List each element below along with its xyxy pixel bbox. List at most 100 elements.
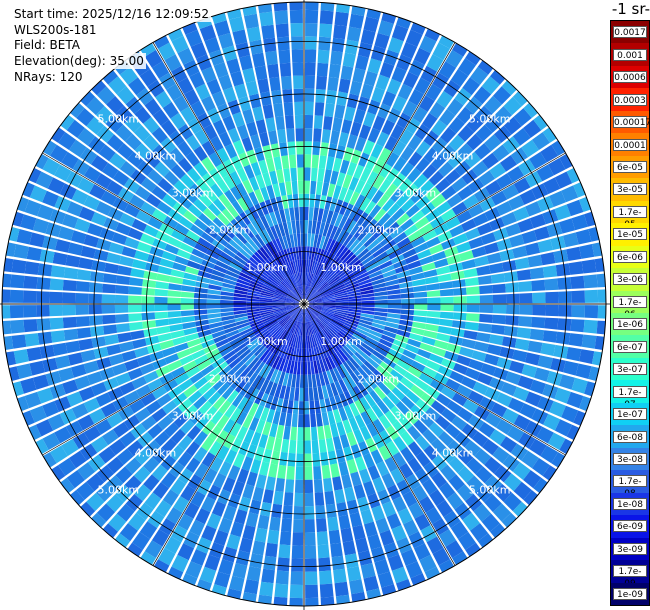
- ray-segment: [155, 90, 172, 108]
- ray-segment: [508, 397, 525, 413]
- ray-segment: [91, 382, 107, 397]
- ray-segment: [339, 231, 350, 245]
- range-ring-label: 5.00km: [469, 112, 511, 125]
- ray-segment: [312, 320, 320, 332]
- ray-segment: [176, 249, 191, 260]
- ray-segment: [267, 529, 280, 545]
- ray-segment: [54, 164, 72, 182]
- ray-segment: [224, 404, 237, 419]
- ray-segment: [542, 265, 558, 278]
- ray-segment: [335, 144, 346, 160]
- ray-segment: [58, 458, 76, 476]
- ray-segment: [344, 486, 356, 502]
- ray-segment: [47, 177, 65, 195]
- ray-segment: [270, 197, 279, 212]
- ray-segment: [93, 346, 109, 359]
- ray-segment: [75, 316, 90, 327]
- ray-segment: [324, 196, 333, 210]
- colorbar-tick-label: 1.7e-08: [613, 475, 647, 499]
- ray-segment: [37, 204, 54, 221]
- ray-segment: [493, 227, 509, 241]
- ray-segment: [10, 319, 25, 334]
- ray-segment: [250, 459, 262, 474]
- ray-segment: [304, 453, 312, 467]
- ray-segment: [129, 277, 144, 287]
- ray-segment: [350, 471, 362, 487]
- ray-segment: [391, 566, 409, 584]
- ray-segment: [264, 281, 277, 290]
- ray-segment: [151, 127, 168, 144]
- ray-segment: [405, 29, 423, 47]
- ray-segment: [571, 214, 588, 231]
- ray-segment: [291, 289, 301, 301]
- ray-segment: [313, 261, 320, 275]
- ray-segment: [355, 537, 369, 553]
- ray-segment: [276, 268, 286, 280]
- ray-segment: [35, 438, 49, 454]
- ray-segment: [112, 170, 130, 186]
- ray-segment: [348, 176, 359, 191]
- ray-segment: [302, 309, 304, 323]
- ray-segment: [477, 533, 494, 548]
- ray-segment: [143, 456, 160, 474]
- ray-segment: [468, 203, 484, 218]
- ray-segment: [479, 396, 496, 411]
- ray-segment: [311, 374, 317, 388]
- ray-segment: [292, 62, 304, 76]
- range-ring-label: 3.00km: [395, 187, 437, 200]
- ray-segment: [484, 387, 501, 401]
- ray-segment: [559, 438, 573, 454]
- ray-segment: [222, 546, 238, 563]
- ray-segment: [367, 266, 381, 275]
- ray-segment: [318, 36, 331, 51]
- ray-segment: [308, 306, 320, 315]
- ray-segment: [341, 474, 353, 489]
- ray-segment: [479, 197, 496, 212]
- ray-segment: [218, 74, 233, 91]
- ray-segment: [231, 393, 244, 408]
- ray-segment: [353, 484, 366, 500]
- ray-segment: [234, 285, 249, 292]
- ray-segment: [322, 371, 330, 386]
- ray-segment: [347, 566, 362, 582]
- ray-segment: [334, 394, 344, 409]
- ray-segment: [422, 164, 438, 180]
- ray-segment: [183, 404, 198, 419]
- ray-segment: [334, 489, 346, 504]
- ray-segment: [39, 249, 55, 264]
- ray-segment: [225, 243, 239, 255]
- ray-segment: [278, 343, 286, 357]
- ray-segment: [249, 93, 262, 109]
- ray-segment: [291, 558, 303, 572]
- ray-segment: [255, 119, 267, 134]
- ray-segment: [340, 527, 354, 543]
- ray-segment: [471, 431, 489, 448]
- ray-segment: [349, 579, 364, 595]
- ray-segment: [348, 306, 362, 310]
- ray-segment: [387, 202, 401, 217]
- ray-segment: [450, 69, 469, 87]
- ray-segment: [127, 542, 143, 557]
- ray-segment: [194, 463, 209, 479]
- ray-segment: [141, 304, 155, 312]
- ray-segment: [195, 415, 210, 431]
- ray-segment: [147, 510, 165, 529]
- ray-segment: [23, 290, 37, 303]
- ray-segment: [102, 523, 118, 538]
- ray-segment: [209, 542, 225, 559]
- ray-segment: [311, 426, 318, 441]
- ray-segment: [471, 246, 487, 258]
- ray-segment: [291, 290, 301, 301]
- ray-segment: [360, 167, 372, 183]
- ray-segment: [229, 170, 242, 186]
- ray-segment: [261, 313, 275, 320]
- ray-segment: [438, 61, 457, 79]
- ray-segment: [260, 379, 270, 393]
- ray-segment: [423, 330, 438, 339]
- ray-segment: [286, 248, 293, 262]
- ray-segment: [265, 337, 276, 349]
- ray-segment: [412, 485, 428, 502]
- ray-segment: [222, 45, 238, 62]
- ray-segment: [197, 329, 212, 338]
- ray-segment: [144, 49, 163, 68]
